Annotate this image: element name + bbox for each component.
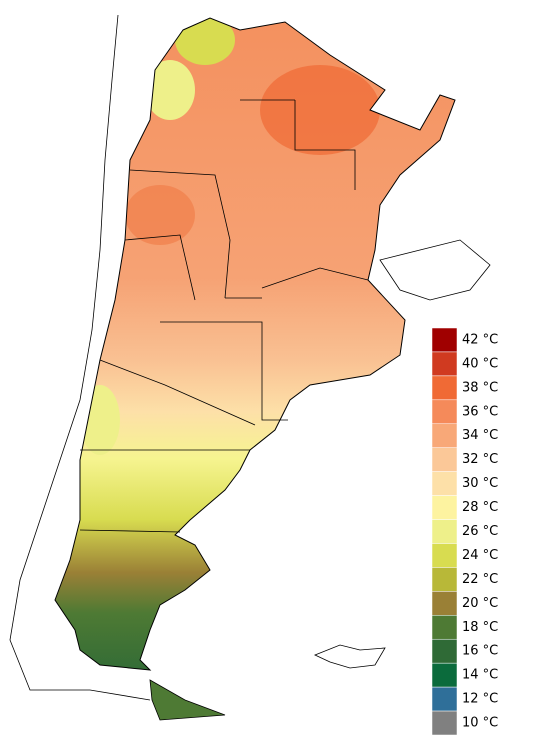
legend-swatch xyxy=(431,543,458,568)
legend-label: 38 °C xyxy=(462,380,498,395)
legend-swatch xyxy=(431,686,458,712)
legend-swatch xyxy=(431,423,458,448)
legend-label: 14 °C xyxy=(462,668,498,683)
legend-label: 32 °C xyxy=(462,452,498,467)
legend-swatch xyxy=(431,447,458,472)
province-borders xyxy=(79,99,369,533)
legend-label: 30 °C xyxy=(462,476,498,491)
legend-label: 18 °C xyxy=(462,620,498,635)
legend-label: 12 °C xyxy=(462,692,498,707)
legend-label: 22 °C xyxy=(462,572,498,587)
temperature-field xyxy=(55,18,455,670)
legend-swatch xyxy=(431,567,458,592)
uruguay-border xyxy=(379,239,491,301)
legend-label: 34 °C xyxy=(462,428,498,443)
legend-label: 28 °C xyxy=(462,500,498,515)
legend-label: 20 °C xyxy=(462,596,498,611)
legend-swatch xyxy=(431,495,458,520)
falkland-islands xyxy=(313,644,386,669)
country-border xyxy=(54,17,456,671)
legend-swatch xyxy=(431,375,458,401)
legend-label: 10 °C xyxy=(462,716,498,731)
legend-label: 40 °C xyxy=(462,356,498,371)
chile-border xyxy=(9,14,151,701)
legend-swatch xyxy=(431,615,458,640)
legend-label: 42 °C xyxy=(462,332,498,347)
legend-swatch xyxy=(431,662,458,688)
legend-swatch xyxy=(431,591,458,616)
legend-swatch xyxy=(431,327,458,353)
legend-swatch xyxy=(431,399,458,425)
legend-label: 16 °C xyxy=(462,644,498,659)
legend-swatch xyxy=(431,710,458,736)
legend-label: 24 °C xyxy=(462,548,498,563)
legend: 42 °C 40 °C 38 °C 36 °C 34 °C 32 °C 30 °C 28 °C… xyxy=(431,327,498,736)
legend-swatch xyxy=(431,351,458,377)
legend-swatch xyxy=(431,638,458,664)
tierra-del-fuego xyxy=(149,679,226,721)
legend-swatch xyxy=(431,471,458,496)
legend-label: 26 °C xyxy=(462,524,498,539)
legend-label: 36 °C xyxy=(462,404,498,419)
legend-swatch xyxy=(431,519,458,544)
